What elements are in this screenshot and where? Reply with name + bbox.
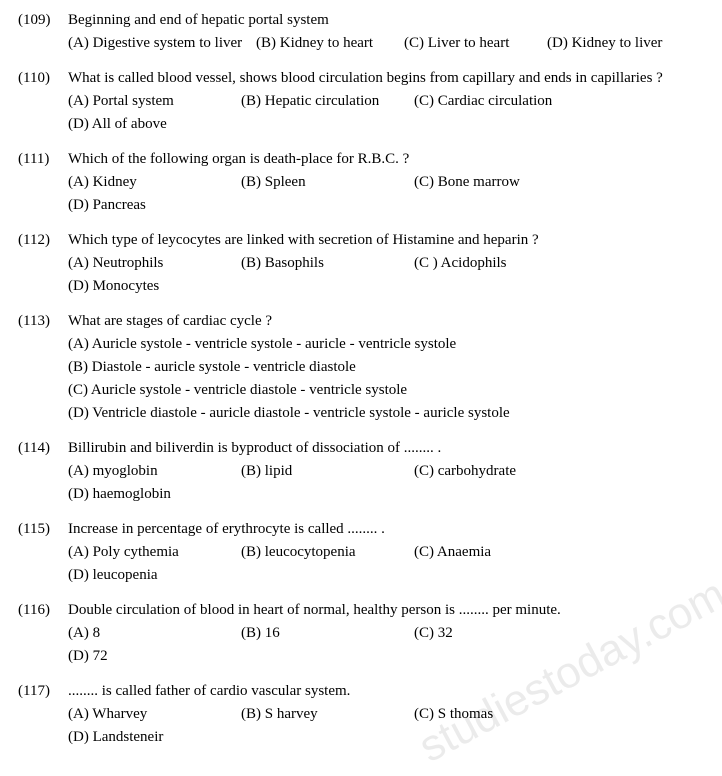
option: (C ) Acidophils <box>414 255 579 272</box>
option: (C) Liver to heart <box>404 35 539 52</box>
question: (113)What are stages of cardiac cycle ?(… <box>18 313 704 428</box>
options-group: (A) Kidney (B) Spleen (C) Bone marrow (D) P… <box>68 174 704 220</box>
option: (A) myoglobin <box>68 463 233 480</box>
option: (A) Digestive system to liver <box>68 35 248 52</box>
option: (D) 72 <box>68 648 233 665</box>
question-text: Double circulation of blood in heart of … <box>68 602 704 619</box>
question: (109)Beginning and end of hepatic portal… <box>18 12 704 58</box>
question: (117)........ is called father of cardio… <box>18 683 704 752</box>
question: (115)Increase in percentage of erythrocy… <box>18 521 704 590</box>
option: (A) Portal system <box>68 93 233 110</box>
option: (C) Auricle systole - ventricle diastole… <box>68 382 696 399</box>
option: (B) Basophils <box>241 255 406 272</box>
question-number: (110) <box>18 70 68 87</box>
option: (D) All of above <box>68 116 233 133</box>
option: (C) Anaemia <box>414 544 579 561</box>
option: (B) S harvey <box>241 706 406 723</box>
question-text: What are stages of cardiac cycle ? <box>68 313 704 330</box>
questions-list: (109)Beginning and end of hepatic portal… <box>18 12 704 752</box>
question: (111)Which of the following organ is dea… <box>18 151 704 220</box>
question-row: (116)Double circulation of blood in hear… <box>18 602 704 619</box>
question-text: ........ is called father of cardio vasc… <box>68 683 704 700</box>
question-text: Increase in percentage of erythrocyte is… <box>68 521 704 538</box>
option: (B) leucocytopenia <box>241 544 406 561</box>
question-number: (112) <box>18 232 68 249</box>
question-text: What is called blood vessel, shows blood… <box>68 70 704 87</box>
options-group: (A) Neutrophils (B) Basophils (C ) Acidoph… <box>68 255 704 301</box>
options-group: (A) Auricle systole - ventricle systole … <box>68 336 704 428</box>
question-text: Beginning and end of hepatic portal syst… <box>68 12 704 29</box>
option: (D) Pancreas <box>68 197 233 214</box>
options-group: (A) Portal system (B) Hepatic circulation… <box>68 93 704 139</box>
question-number: (111) <box>18 151 68 168</box>
question-text: Which of the following organ is death-pl… <box>68 151 704 168</box>
question-row: (117)........ is called father of cardio… <box>18 683 704 700</box>
question-row: (112)Which type of leycocytes are linked… <box>18 232 704 249</box>
option: (D) Kidney to liver <box>547 35 687 52</box>
question-number: (113) <box>18 313 68 330</box>
question-number: (109) <box>18 12 68 29</box>
option: (B) Diastole - auricle systole - ventric… <box>68 359 696 376</box>
question-number: (114) <box>18 440 68 457</box>
question: (112)Which type of leycocytes are linked… <box>18 232 704 301</box>
option: (A) Kidney <box>68 174 233 191</box>
option: (B) lipid <box>241 463 406 480</box>
question: (110)What is called blood vessel, shows … <box>18 70 704 139</box>
option: (C) Bone marrow <box>414 174 579 191</box>
option: (C) S thomas <box>414 706 579 723</box>
options-group: (A) Poly cythemia (B) leucocytopenia (C) A… <box>68 544 704 590</box>
question-row: (115)Increase in percentage of erythrocy… <box>18 521 704 538</box>
question-row: (113)What are stages of cardiac cycle ? <box>18 313 704 330</box>
question-text: Which type of leycocytes are linked with… <box>68 232 704 249</box>
option: (C) 32 <box>414 625 579 642</box>
option: (A) Auricle systole - ventricle systole … <box>68 336 696 353</box>
question-row: (110)What is called blood vessel, shows … <box>18 70 704 87</box>
option: (A) 8 <box>68 625 233 642</box>
option: (A) Wharvey <box>68 706 233 723</box>
question-number: (115) <box>18 521 68 538</box>
option: (C) Cardiac circulation <box>414 93 579 110</box>
question-number: (116) <box>18 602 68 619</box>
options-group: (A) Digestive system to liver (B) Kidney … <box>68 35 704 58</box>
question-row: (114)Billirubin and biliverdin is byprod… <box>18 440 704 457</box>
option: (D) Monocytes <box>68 278 233 295</box>
option: (D) leucopenia <box>68 567 233 584</box>
option: (A) Neutrophils <box>68 255 233 272</box>
option: (B) Kidney to heart <box>256 35 396 52</box>
option: (C) carbohydrate <box>414 463 579 480</box>
question-number: (117) <box>18 683 68 700</box>
option: (B) Hepatic circulation <box>241 93 406 110</box>
options-group: (A) Wharvey (B) S harvey (C) S thomas (D) L… <box>68 706 704 752</box>
option: (B) Spleen <box>241 174 406 191</box>
option: (D) haemoglobin <box>68 486 233 503</box>
question: (116)Double circulation of blood in hear… <box>18 602 704 671</box>
options-group: (A) myoglobin (B) lipid (C) carbohydrate (D… <box>68 463 704 509</box>
question-row: (111)Which of the following organ is dea… <box>18 151 704 168</box>
option: (B) 16 <box>241 625 406 642</box>
options-group: (A) 8 (B) 16 (C) 32 (D) 72 <box>68 625 704 671</box>
question: (114)Billirubin and biliverdin is byprod… <box>18 440 704 509</box>
option: (D) Ventricle diastole - auricle diastol… <box>68 405 696 422</box>
question-row: (109)Beginning and end of hepatic portal… <box>18 12 704 29</box>
option: (D) Landsteneir <box>68 729 233 746</box>
option: (A) Poly cythemia <box>68 544 233 561</box>
question-text: Billirubin and biliverdin is byproduct o… <box>68 440 704 457</box>
